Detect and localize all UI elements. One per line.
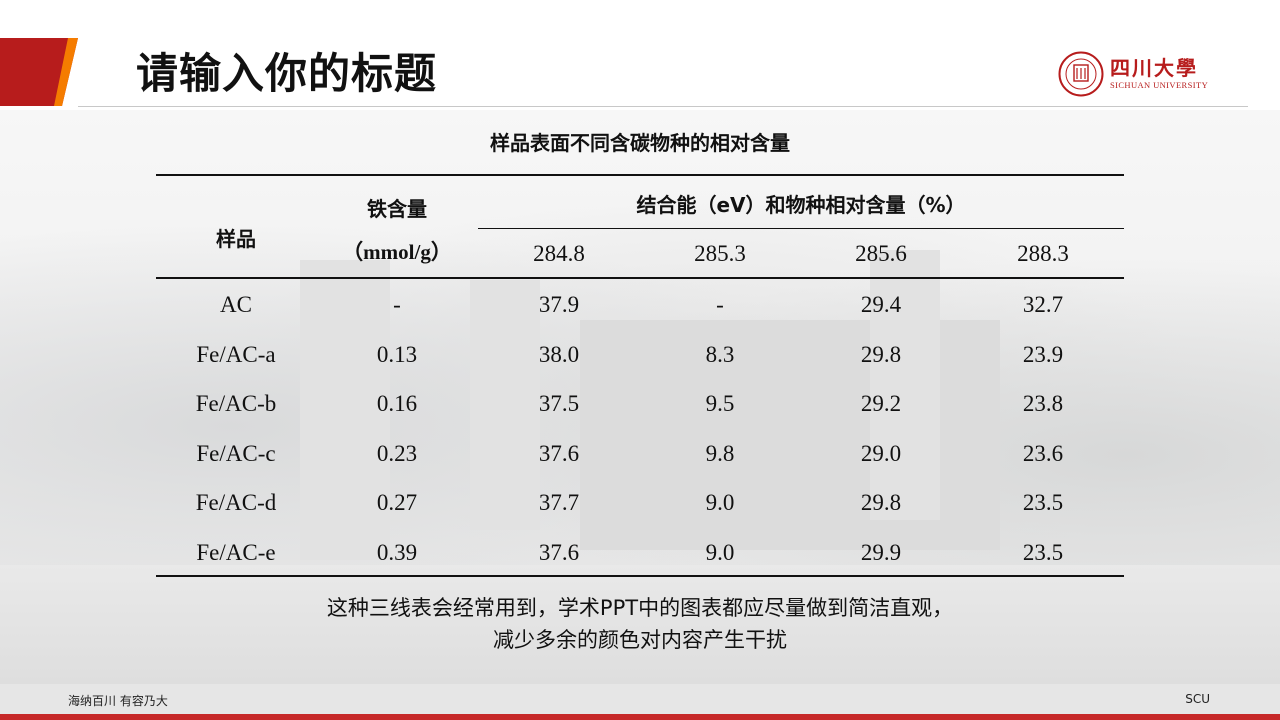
header-be-2: 285.3 (694, 241, 746, 266)
table-cell-v3: 23.6 (1022, 440, 1064, 466)
table-cell-v0: 37.6 (538, 540, 580, 565)
table-cell-fe: 0.13 (376, 341, 418, 367)
footer-abbr: SCU (1185, 692, 1210, 706)
table-cell-v3: 23.8 (1022, 391, 1064, 417)
university-logo: 四川大學 SICHUAN UNIVERSITY (1058, 48, 1218, 100)
table-cell-v0: 37.6 (538, 440, 580, 466)
table-cell-sample: Fe/AC-d (195, 490, 277, 516)
table-cell-v1: 9.0 (705, 490, 735, 516)
table-cell-v1: - (716, 292, 724, 317)
header-divider (78, 106, 1248, 107)
table-cell-sample: AC (220, 292, 252, 317)
table-cell-v3: 32.7 (1022, 292, 1064, 317)
footer-accent-bar (0, 714, 1280, 720)
header-be-1: 284.8 (533, 241, 585, 266)
table-cell-fe: 0.39 (376, 540, 418, 565)
campus-background-image (0, 110, 1280, 685)
table-cell-v2: 29.0 (860, 440, 902, 466)
table-bottom-rule (156, 575, 1124, 577)
footer-bar: 海纳百川 有容乃大 SCU (0, 684, 1280, 714)
logo-chinese-name: 四川大學 (1110, 56, 1198, 80)
header-iron-unit: （mmol/g） (342, 240, 452, 264)
table-cell-fe: 0.16 (376, 391, 418, 417)
table-cell-v2: 29.8 (860, 341, 902, 367)
header-accent-bar (0, 38, 78, 106)
table-caption: 样品表面不同含碳物种的相对含量 (490, 131, 790, 155)
table-cell-v2: 29.8 (860, 490, 902, 516)
footer-motto: 海纳百川 有容乃大 (68, 694, 168, 708)
table-cell-fe: 0.23 (376, 440, 418, 466)
slide-title: 请输入你的标题 (136, 49, 438, 98)
table-header-rule (156, 277, 1124, 279)
university-seal-icon (1058, 51, 1104, 97)
table-cell-v1: 8.3 (705, 341, 735, 367)
table-cell-sample: Fe/AC-e (196, 540, 276, 565)
table-cell-v2: 29.4 (860, 292, 902, 317)
table-cell-v1: 9.5 (705, 391, 735, 417)
header-sample: 样品 (216, 227, 256, 251)
table-cell-v2: 29.9 (860, 540, 902, 565)
table-cell-v3: 23.9 (1022, 341, 1064, 367)
table-cell-v0: 37.7 (538, 490, 580, 516)
table-cell-sample: Fe/AC-c (196, 440, 276, 466)
table-cell-v3: 23.5 (1022, 540, 1064, 565)
note-text: 这种三线表会经常用到，学术PPT中的图表都应尽量做到简洁直观， 减少多余的颜色对… (0, 592, 1280, 656)
note-line-2: 减少多余的颜色对内容产生干扰 (493, 628, 787, 652)
table-cell-fe: 0.27 (376, 490, 418, 516)
table-cell-v2: 29.2 (860, 391, 902, 417)
table-cell-sample: Fe/AC-a (196, 341, 276, 367)
table-cell-v3: 23.5 (1022, 490, 1064, 516)
table-cell-v0: 38.0 (538, 341, 580, 367)
header-binding-group: 结合能（eV）和物种相对含量（%） (636, 193, 966, 217)
table-cell-v1: 9.8 (705, 440, 735, 466)
header-iron-content: 铁含量 (367, 197, 427, 221)
table-cell-v0: 37.5 (538, 391, 580, 417)
header-be-3: 285.6 (855, 241, 907, 266)
logo-english-name: SICHUAN UNIVERSITY (1110, 80, 1209, 90)
table-subheader-rule (478, 228, 1124, 229)
note-line-1: 这种三线表会经常用到，学术PPT中的图表都应尽量做到简洁直观， (326, 596, 954, 620)
header-be-4: 288.3 (1017, 241, 1069, 266)
table-cell-sample: Fe/AC-b (195, 391, 277, 417)
table-cell-fe: - (393, 292, 401, 317)
table-cell-v1: 9.0 (705, 540, 735, 565)
table-top-rule (156, 174, 1124, 176)
table-cell-v0: 37.9 (538, 292, 580, 317)
